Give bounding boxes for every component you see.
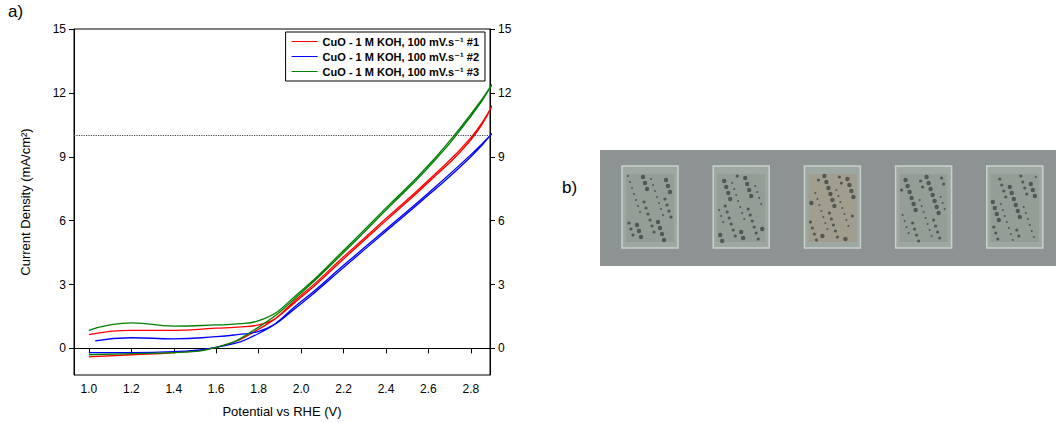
svg-text:2.8: 2.8: [463, 382, 480, 396]
svg-text:1.4: 1.4: [165, 382, 182, 396]
svg-text:0: 0: [498, 341, 505, 355]
svg-text:Potential vs RHE (V): Potential vs RHE (V): [222, 404, 341, 419]
svg-text:CuO - 1 M KOH, 100 mV.s⁻¹ #3: CuO - 1 M KOH, 100 mV.s⁻¹ #3: [323, 66, 479, 78]
svg-text:15: 15: [53, 22, 67, 36]
svg-text:Current Density (mA/cm²): Current Density (mA/cm²): [18, 128, 33, 275]
svg-text:9: 9: [498, 150, 505, 164]
html-text:a): a): [8, 2, 24, 21]
svg-text:2.0: 2.0: [293, 382, 310, 396]
svg-text:CuO - 1 M KOH, 100 mV.s⁻¹ #1: CuO - 1 M KOH, 100 mV.s⁻¹ #1: [323, 36, 479, 48]
svg-text:1.2: 1.2: [123, 382, 140, 396]
svg-text:2.6: 2.6: [420, 382, 437, 396]
svg-text:6: 6: [59, 214, 66, 228]
svg-text:0: 0: [59, 341, 66, 355]
svg-text:1.0: 1.0: [81, 382, 98, 396]
svg-text:CuO - 1 M KOH, 100 mV.s⁻¹ #2: CuO - 1 M KOH, 100 mV.s⁻¹ #2: [323, 51, 479, 63]
svg-text:12: 12: [498, 86, 512, 100]
svg-text:12: 12: [53, 86, 67, 100]
svg-text:3: 3: [498, 278, 505, 292]
svg-text:15: 15: [498, 22, 512, 36]
svg-text:2.4: 2.4: [378, 382, 395, 396]
svg-text:2.2: 2.2: [335, 382, 352, 396]
svg-text:1.8: 1.8: [250, 382, 267, 396]
html-text:b): b): [562, 178, 578, 197]
svg-text:6: 6: [498, 214, 505, 228]
svg-text:3: 3: [59, 278, 66, 292]
svg-text:1.6: 1.6: [208, 382, 225, 396]
svg-text:9: 9: [59, 150, 66, 164]
